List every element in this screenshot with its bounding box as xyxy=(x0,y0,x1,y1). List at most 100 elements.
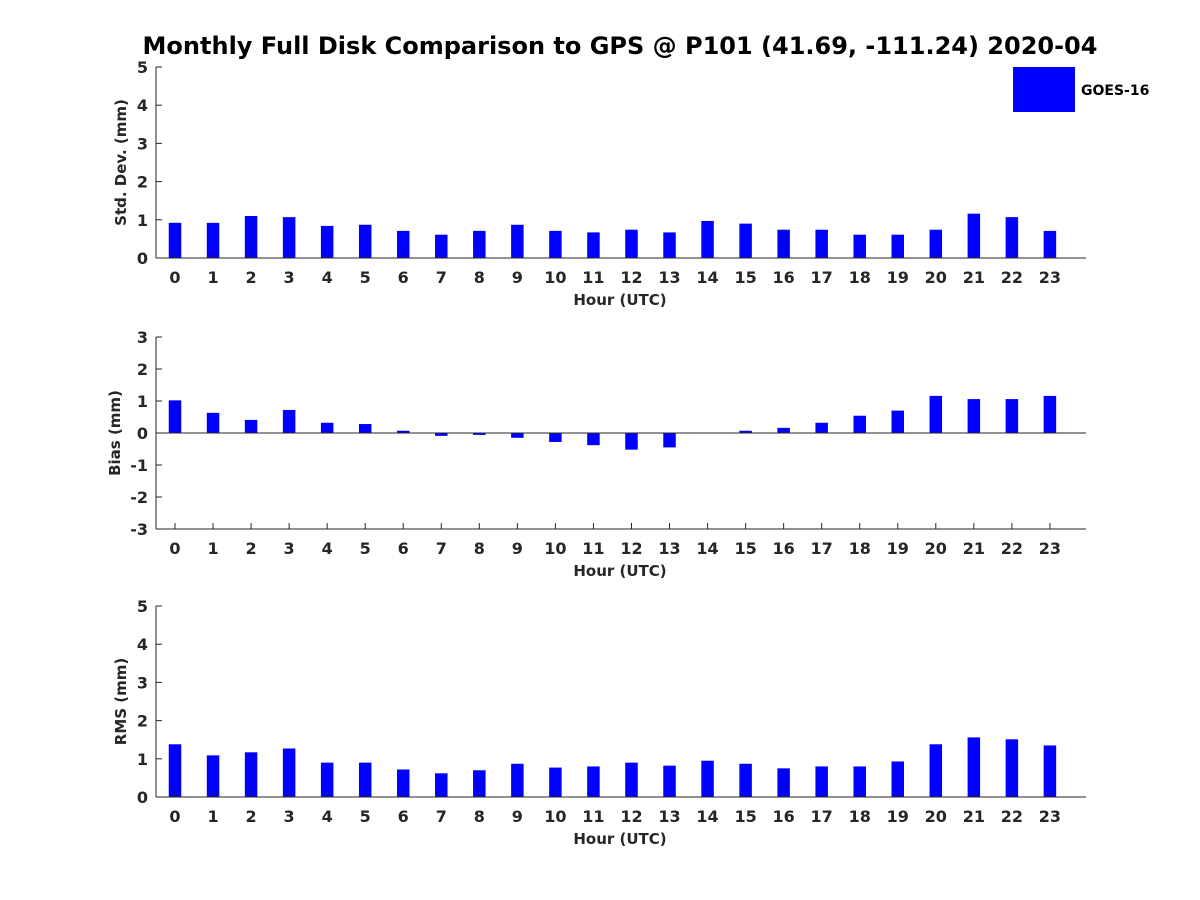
x-tick-label: 0 xyxy=(169,539,180,558)
x-axis-label: Hour (UTC) xyxy=(573,562,666,580)
x-tick-label: 1 xyxy=(207,807,218,826)
bar-hour-3 xyxy=(282,217,296,258)
y-tick-label: 0 xyxy=(137,249,148,268)
y-tick-label: 0 xyxy=(137,788,148,807)
x-tick-label: 6 xyxy=(398,268,409,287)
x-tick-label: 21 xyxy=(963,268,985,287)
x-tick-label: 15 xyxy=(734,807,756,826)
bar-hour-2 xyxy=(244,419,258,433)
bar-hour-0 xyxy=(168,744,182,797)
x-tick-label: 2 xyxy=(246,807,257,826)
x-tick-label: 6 xyxy=(398,807,409,826)
bar-hour-7 xyxy=(435,433,448,436)
y-axis-label: Bias (mm) xyxy=(106,390,124,476)
x-tick-label: 10 xyxy=(544,807,566,826)
x-tick-label: 17 xyxy=(811,539,833,558)
bar-hour-5 xyxy=(358,762,372,797)
bar-hour-3 xyxy=(282,748,296,797)
x-tick-label: 21 xyxy=(963,807,985,826)
x-tick-label: 23 xyxy=(1039,539,1061,558)
bar-hour-21 xyxy=(967,737,981,797)
x-tick-label: 17 xyxy=(811,807,833,826)
x-tick-label: 5 xyxy=(360,268,371,287)
bar-hour-3 xyxy=(282,409,296,433)
bar-hour-13 xyxy=(663,765,676,797)
y-axis-label: Std. Dev. (mm) xyxy=(112,99,130,226)
x-tick-label: 19 xyxy=(887,539,909,558)
x-axis-label: Hour (UTC) xyxy=(573,291,666,309)
x-tick-label: 5 xyxy=(360,807,371,826)
bar-hour-14 xyxy=(701,220,714,258)
x-tick-label: 13 xyxy=(658,807,680,826)
x-tick-label: 20 xyxy=(925,539,947,558)
bar-hour-20 xyxy=(929,229,943,258)
bar-hour-1 xyxy=(206,755,220,797)
bar-hour-15 xyxy=(739,223,752,258)
x-tick-label: 8 xyxy=(474,268,485,287)
x-tick-label: 4 xyxy=(322,807,333,826)
bar-hour-1 xyxy=(206,222,220,258)
bar-hour-10 xyxy=(549,433,562,442)
bar-hour-13 xyxy=(663,433,676,448)
legend-swatch xyxy=(1013,67,1075,112)
y-tick-label: 1 xyxy=(137,392,148,411)
bar-hour-4 xyxy=(320,762,334,797)
x-tick-label: 9 xyxy=(512,807,523,826)
y-tick-label: 3 xyxy=(137,673,148,692)
x-tick-label: 7 xyxy=(436,268,447,287)
bar-hour-12 xyxy=(625,229,638,258)
x-tick-label: 18 xyxy=(849,807,871,826)
bar-hour-23 xyxy=(1043,395,1057,433)
x-tick-label: 22 xyxy=(1001,539,1023,558)
y-tick-label: 5 xyxy=(137,58,148,77)
x-tick-label: 17 xyxy=(811,268,833,287)
bar-hour-17 xyxy=(815,766,828,797)
x-axis-label: Hour (UTC) xyxy=(573,830,666,848)
bar-hour-0 xyxy=(168,400,182,433)
y-tick-label: -2 xyxy=(130,488,148,507)
legend: GOES-16 xyxy=(1013,67,1149,112)
x-tick-label: 15 xyxy=(734,268,756,287)
x-tick-label: 13 xyxy=(658,539,680,558)
x-tick-label: 18 xyxy=(849,268,871,287)
x-tick-label: 16 xyxy=(773,539,795,558)
bar-hour-18 xyxy=(853,234,866,258)
x-tick-label: 3 xyxy=(284,268,295,287)
x-tick-label: 12 xyxy=(620,807,642,826)
x-tick-label: 3 xyxy=(284,539,295,558)
x-tick-label: 0 xyxy=(169,268,180,287)
x-tick-label: 6 xyxy=(398,539,409,558)
x-tick-label: 22 xyxy=(1001,268,1023,287)
bar-hour-8 xyxy=(473,770,486,797)
bar-hour-16 xyxy=(777,229,790,258)
bar-hour-11 xyxy=(587,433,600,446)
bar-hour-5 xyxy=(358,424,372,433)
x-tick-label: 20 xyxy=(925,807,947,826)
bar-hour-12 xyxy=(625,433,638,450)
x-tick-label: 2 xyxy=(246,539,257,558)
bar-hour-2 xyxy=(244,752,258,797)
bar-hour-23 xyxy=(1043,745,1057,797)
x-tick-label: 2 xyxy=(246,268,257,287)
x-tick-label: 7 xyxy=(436,807,447,826)
bar-hour-0 xyxy=(168,222,182,258)
x-tick-label: 14 xyxy=(696,539,718,558)
bar-hour-21 xyxy=(967,399,981,433)
legend-label: GOES-16 xyxy=(1081,83,1149,99)
y-tick-label: 2 xyxy=(137,173,148,192)
x-tick-label: 19 xyxy=(887,268,909,287)
bar-hour-19 xyxy=(891,761,905,797)
bar-hour-20 xyxy=(929,395,943,433)
bar-hour-13 xyxy=(663,232,676,258)
bar-hour-18 xyxy=(853,766,866,797)
bar-hour-22 xyxy=(1005,217,1019,258)
x-tick-label: 19 xyxy=(887,807,909,826)
x-tick-label: 1 xyxy=(207,268,218,287)
bar-hour-2 xyxy=(244,215,258,258)
x-tick-label: 18 xyxy=(849,539,871,558)
x-tick-label: 23 xyxy=(1039,268,1061,287)
bar-hour-10 xyxy=(549,767,562,797)
